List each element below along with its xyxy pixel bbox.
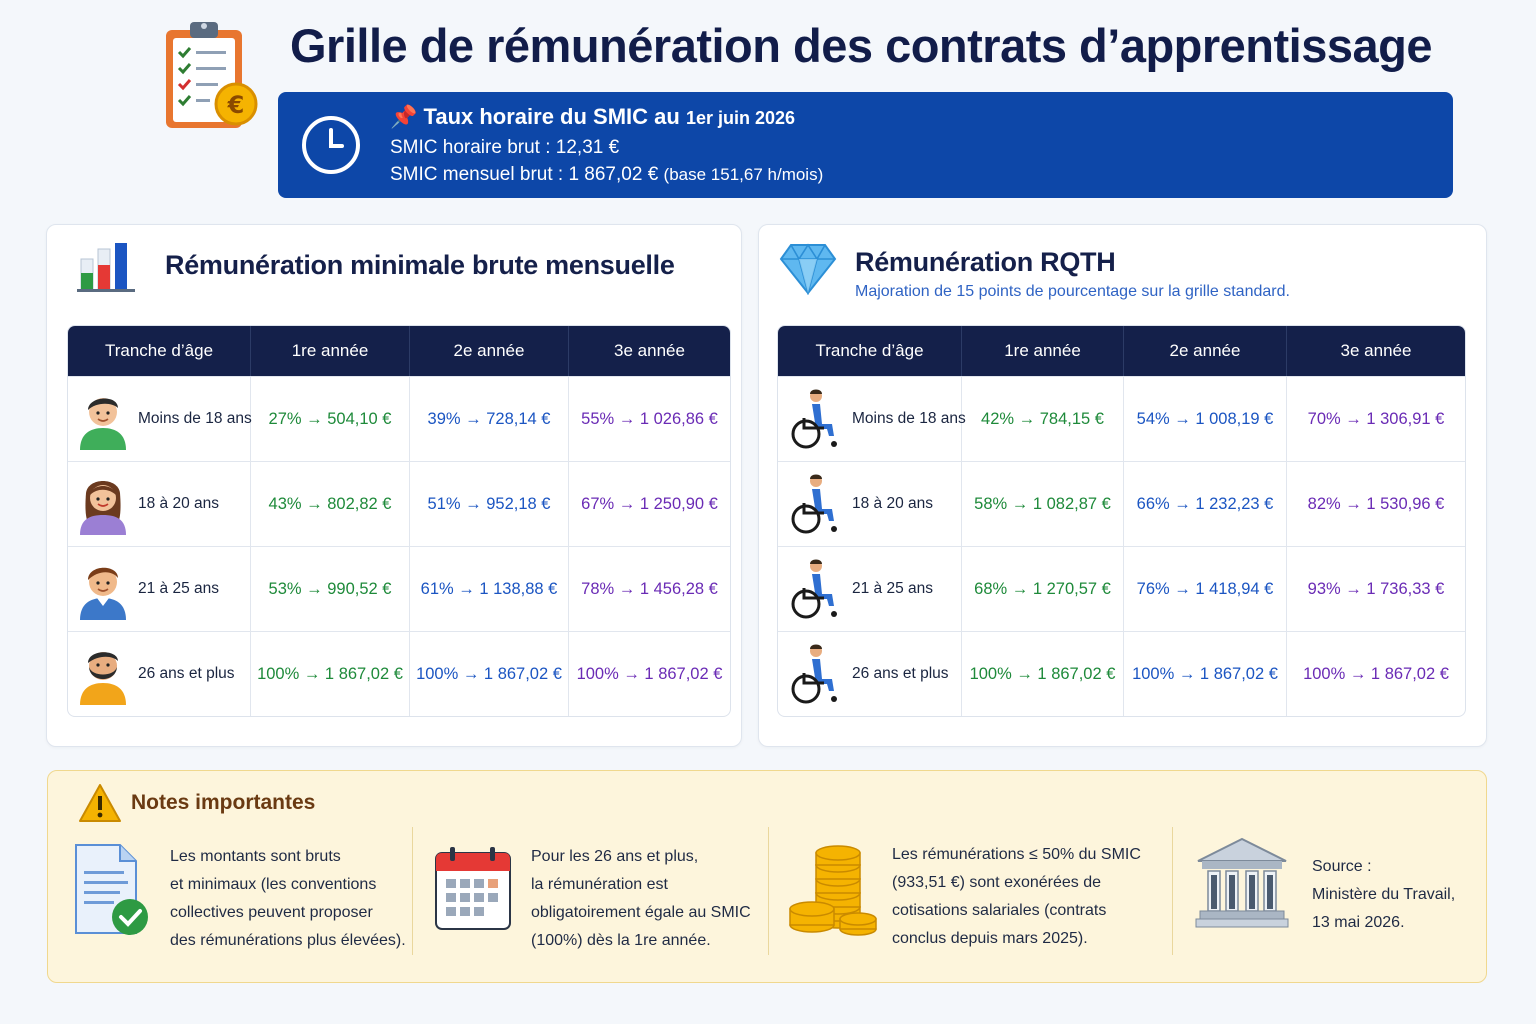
- rqth-subtitle: Majoration de 15 points de pourcentage s…: [855, 283, 1290, 300]
- col-header-year2: 2e année: [410, 326, 569, 376]
- table-row: 18 à 20 ans 58% → 1 082,87 € 66% → 1 232…: [778, 461, 1465, 546]
- col-header-age: Tranche d’âge: [68, 326, 251, 376]
- institution-icon: [1195, 837, 1289, 928]
- smic-heading: 📌 Taux horaire du SMIC au 1er juin 2026: [390, 104, 796, 129]
- standard-panel: Rémunération minimale brute mensuelle Tr…: [46, 224, 742, 747]
- cell-year2: 54% → 1 008,19 €: [1124, 376, 1287, 461]
- smic-hourly: SMIC horaire brut : 12,31 €: [390, 137, 620, 158]
- table-row: 26 ans et plus 100% → 1 867,02 € 100% → …: [68, 631, 730, 716]
- rqth-panel: Rémunération RQTH Majoration de 15 point…: [758, 224, 1487, 747]
- col-header-year2: 2e année: [1124, 326, 1287, 376]
- cell-year1: 42% → 784,15 €: [962, 376, 1124, 461]
- clock-icon: [302, 116, 360, 174]
- age-label: 26 ans et plus: [852, 665, 949, 682]
- pushpin-icon: 📌: [390, 104, 418, 129]
- divider: [1172, 827, 1173, 955]
- cell-year2: 100% → 1 867,02 €: [410, 631, 569, 716]
- wheelchair-user-icon: [791, 389, 837, 449]
- col-header-age: Tranche d’âge: [778, 326, 962, 376]
- age-label: 18 à 20 ans: [138, 495, 220, 512]
- table-row: 18 à 20 ans 43% → 802,82 € 51% → 952,18 …: [68, 461, 730, 546]
- age-label: 18 à 20 ans: [852, 495, 934, 512]
- smic-monthly: SMIC mensuel brut : 1 867,02 € (base 151…: [390, 164, 824, 185]
- young-man-avatar-icon: [80, 567, 126, 620]
- wheelchair-user-icon: [791, 474, 837, 534]
- coins-icon: [789, 845, 877, 936]
- cell-year3: 100% → 1 867,02 €: [1287, 631, 1465, 716]
- age-label: Moins de 18 ans: [852, 410, 966, 427]
- table-row: 21 à 25 ans 53% → 990,52 € 61% → 1 138,8…: [68, 546, 730, 631]
- cell-year1: 100% → 1 867,02 €: [962, 631, 1124, 716]
- col-header-year3: 3e année: [1287, 326, 1465, 376]
- notes-panel: Notes importantes Les montants sont brut…: [47, 770, 1487, 983]
- table-row: Moins de 18 ans 42% → 784,15 € 54% → 1 0…: [778, 376, 1465, 461]
- standard-table: Tranche d’âge 1re année 2e année 3e anné…: [67, 325, 731, 717]
- smic-monthly-base: (base 151,67 h/mois): [663, 165, 824, 184]
- cell-year3: 78% → 1 456,28 €: [569, 546, 730, 631]
- cell-year3: 100% → 1 867,02 €: [569, 631, 730, 716]
- cell-year3: 82% → 1 530,96 €: [1287, 461, 1465, 546]
- standard-title: Rémunération minimale brute mensuelle: [165, 250, 675, 280]
- age-label: 21 à 25 ans: [138, 580, 220, 597]
- smic-date: 1er juin 2026: [685, 108, 796, 128]
- age-label: Moins de 18 ans: [138, 410, 252, 427]
- rqth-title: Rémunération RQTH: [855, 247, 1116, 277]
- cell-year1: 100% → 1 867,02 €: [251, 631, 410, 716]
- table-row: 26 ans et plus 100% → 1 867,02 € 100% → …: [778, 631, 1465, 716]
- document-check-icon: [75, 844, 148, 935]
- divider: [412, 827, 413, 955]
- bar-chart-icon: [77, 243, 135, 292]
- teen-boy-avatar-icon: [80, 398, 126, 450]
- col-header-year1: 1re année: [962, 326, 1124, 376]
- cell-year3: 67% → 1 250,90 €: [569, 461, 730, 546]
- cell-year3: 70% → 1 306,91 €: [1287, 376, 1465, 461]
- col-header-year3: 3e année: [569, 326, 730, 376]
- age-label: 26 ans et plus: [138, 665, 235, 682]
- cell-year2: 100% → 1 867,02 €: [1124, 631, 1287, 716]
- cell-year1: 27% → 504,10 €: [251, 376, 410, 461]
- svg-text:€: €: [227, 91, 245, 119]
- wheelchair-user-icon: [791, 559, 837, 619]
- rqth-table: Tranche d’âge 1re année 2e année 3e anné…: [777, 325, 1466, 717]
- warning-icon: [79, 784, 121, 822]
- note-item: Les rémunérations ≤ 50% du SMIC (933,51 …: [892, 846, 1141, 947]
- wheelchair-user-icon: [791, 644, 837, 704]
- cell-year1: 68% → 1 270,57 €: [962, 546, 1124, 631]
- table-row: Moins de 18 ans 27% → 504,10 € 39% → 728…: [68, 376, 730, 461]
- young-woman-avatar-icon: [80, 481, 126, 535]
- page-title: Grille de rémunération des contrats d’ap…: [290, 19, 1433, 72]
- calendar-icon: [435, 847, 511, 930]
- note-item: Pour les 26 ans et plus, la rémunération…: [531, 848, 751, 949]
- cell-year2: 51% → 952,18 €: [410, 461, 569, 546]
- cell-year3: 93% → 1 736,33 €: [1287, 546, 1465, 631]
- cell-year2: 39% → 728,14 €: [410, 376, 569, 461]
- age-label: 21 à 25 ans: [852, 580, 934, 597]
- cell-year1: 43% → 802,82 €: [251, 461, 410, 546]
- cell-year1: 58% → 1 082,87 €: [962, 461, 1124, 546]
- divider: [768, 827, 769, 955]
- note-item: Source : Ministère du Travail, 13 mai 20…: [1312, 858, 1456, 931]
- clipboard-euro-icon: €: [166, 22, 258, 128]
- cell-year1: 53% → 990,52 €: [251, 546, 410, 631]
- smic-banner: 📌 Taux horaire du SMIC au 1er juin 2026 …: [278, 92, 1453, 198]
- note-item: Les montants sont bruts et minimaux (les…: [170, 848, 406, 949]
- col-header-year1: 1re année: [251, 326, 410, 376]
- table-row: 21 à 25 ans 68% → 1 270,57 € 76% → 1 418…: [778, 546, 1465, 631]
- cell-year2: 66% → 1 232,23 €: [1124, 461, 1287, 546]
- diamond-icon: [779, 243, 837, 295]
- bearded-man-avatar-icon: [80, 652, 126, 705]
- cell-year3: 55% → 1 026,86 €: [569, 376, 730, 461]
- cell-year2: 76% → 1 418,94 €: [1124, 546, 1287, 631]
- cell-year2: 61% → 1 138,88 €: [410, 546, 569, 631]
- notes-title: Notes importantes: [131, 791, 316, 814]
